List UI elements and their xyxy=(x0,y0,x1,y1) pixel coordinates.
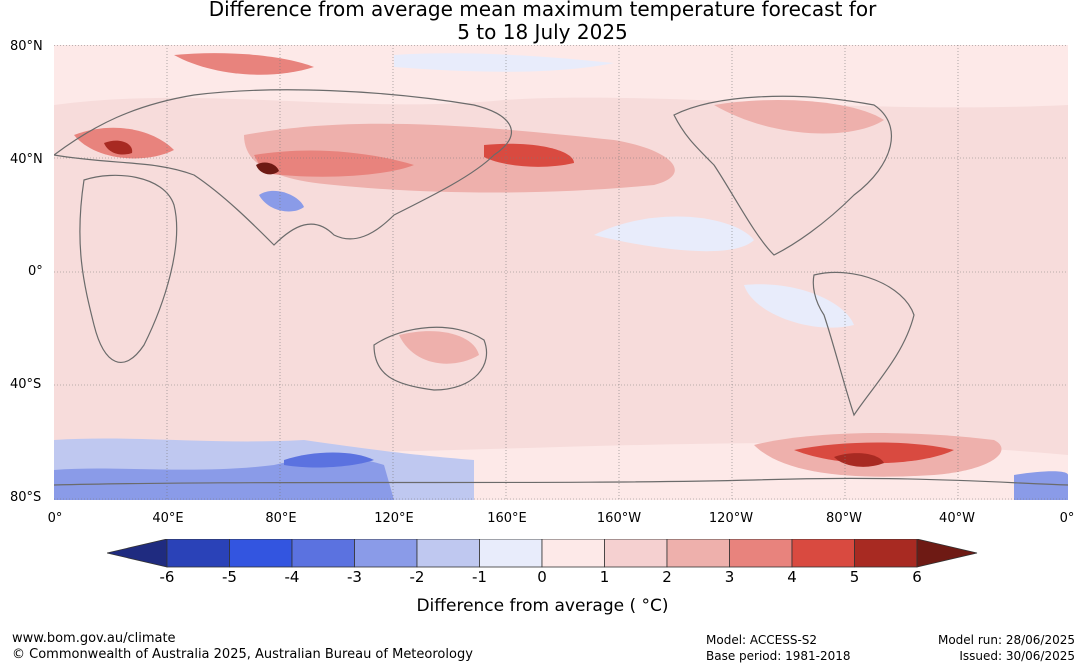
colorbar-segment xyxy=(291,539,355,568)
lat-label-80n: 80°N xyxy=(10,39,43,54)
lon-label-120e: 120°E xyxy=(374,511,414,526)
lat-label-40n: 40°N xyxy=(10,152,43,167)
colorbar-tick-label: -4 xyxy=(284,568,300,586)
colorbar-segment xyxy=(229,539,293,568)
coastline-europe-asia xyxy=(54,89,513,246)
colorbar-tick-label: 6 xyxy=(912,568,922,586)
colorbar-extend-high xyxy=(916,539,978,568)
lon-label-160e: 160°E xyxy=(487,511,527,526)
colorbar-segment xyxy=(854,539,918,568)
map-title-line2: 5 to 18 July 2025 xyxy=(457,20,628,44)
anomaly-region-antarctic-cool4 xyxy=(1014,471,1068,500)
colorbar-segment xyxy=(479,539,543,568)
colorbar xyxy=(107,539,978,568)
colorbar-tick-label: 3 xyxy=(724,568,735,586)
colorbar-segment xyxy=(416,539,480,568)
anomaly-region-pacific-cool xyxy=(594,216,754,252)
colorbar-segment xyxy=(666,539,730,568)
anomaly-region-asia-warm2 xyxy=(254,150,414,177)
coastline-africa xyxy=(79,174,178,364)
lon-label-0-end: 0° xyxy=(1059,511,1075,526)
anomaly-region-india-cool xyxy=(259,190,304,212)
colorbar-segment xyxy=(729,539,793,568)
footer-model-run: Model run: 28/06/2025 xyxy=(937,633,1075,647)
anomaly-region-arctic-cool xyxy=(394,53,614,72)
anomaly-region-australia-warm xyxy=(399,331,479,364)
colorbar-tick-label: -1 xyxy=(472,568,487,586)
footer-copyright: © Commonwealth of Australia 2025, Austra… xyxy=(12,647,473,662)
temperature-anomaly-map xyxy=(54,45,1068,500)
anomaly-region-antarctic-cool2 xyxy=(54,457,394,500)
colorbar-tick-label: 1 xyxy=(599,568,610,586)
coastline-north-america xyxy=(673,95,892,256)
graticule xyxy=(54,45,1068,500)
colorbar-segment xyxy=(604,539,668,568)
anomaly-region-na-warm xyxy=(714,100,884,134)
anomaly-region-0-1 xyxy=(54,97,1068,456)
anomaly-region-europe-hot xyxy=(104,140,133,155)
map-title-line1: Difference from average mean maximum tem… xyxy=(208,0,877,21)
colorbar-tick-label: 5 xyxy=(849,568,860,586)
coastline-antarctica xyxy=(54,477,1068,486)
colorbar-label: Difference from average ( °C) xyxy=(416,596,669,616)
colorbar-tick-label: -5 xyxy=(222,568,237,586)
lat-label-40s: 40°S xyxy=(10,377,42,392)
anomaly-field xyxy=(54,45,1068,500)
footer-model: Model: ACCESS-S2 xyxy=(706,633,818,647)
colorbar-tick-label: 2 xyxy=(662,568,672,586)
lon-label-120w: 120°W xyxy=(708,511,754,526)
anomaly-region-antarctic-cool3 xyxy=(284,452,374,468)
anomaly-region-arctic-warm xyxy=(174,53,314,75)
colorbar-segment xyxy=(166,539,230,568)
lon-label-40w: 40°W xyxy=(939,511,975,526)
colorbar-tick-label: -6 xyxy=(159,568,175,586)
anomaly-region-pacific-warm xyxy=(484,143,574,167)
coastline-australia xyxy=(373,326,488,391)
lon-label-80e: 80°E xyxy=(265,511,297,526)
colorbar-segment xyxy=(541,539,605,568)
lon-label-80w: 80°W xyxy=(826,511,862,526)
anomaly-region-sa-warm2 xyxy=(794,442,954,464)
colorbar-extend-low xyxy=(107,539,168,568)
coastline-south-america xyxy=(812,271,915,417)
footer-issued: Issued: 30/06/2025 xyxy=(959,649,1075,663)
footer-base-period: Base period: 1981-2018 xyxy=(706,649,851,663)
colorbar-segment xyxy=(791,539,855,568)
lon-label-0: 0° xyxy=(47,511,63,526)
colorbar-segment xyxy=(354,539,418,568)
lat-label-80s: 80°S xyxy=(10,490,42,505)
colorbar-tick-label: 4 xyxy=(787,568,797,586)
anomaly-region-sepac-cool xyxy=(744,284,854,328)
lat-label-equator: 0° xyxy=(28,264,43,279)
anomaly-region-sa-hot xyxy=(834,453,884,467)
footer-url: www.bom.gov.au/climate xyxy=(12,631,176,646)
colorbar-tick-label: 0 xyxy=(537,568,547,586)
anomaly-region-tibet-hot xyxy=(256,162,279,175)
colorbar-tick-label: -3 xyxy=(347,568,362,586)
colorbar-tick-label: -2 xyxy=(409,568,425,586)
lon-label-160w: 160°W xyxy=(596,511,642,526)
lon-label-40e: 40°E xyxy=(152,511,184,526)
